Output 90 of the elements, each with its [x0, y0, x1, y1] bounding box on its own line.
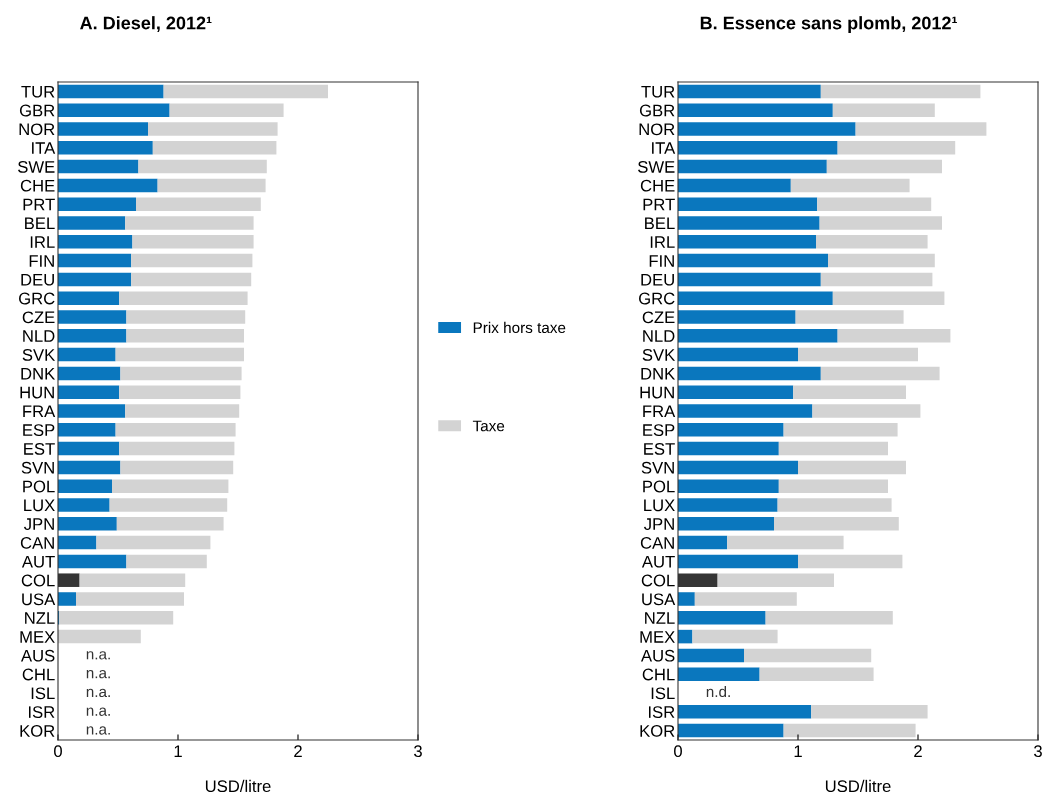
y-tick-label: AUT [641, 555, 675, 568]
y-tick-label: KOR [640, 725, 675, 737]
y-tick-label: NLD [23, 330, 55, 342]
y-tick-label: IRL [30, 236, 55, 248]
y-tick-label: SWE [638, 161, 675, 173]
y-tick-label: ITA [652, 142, 676, 154]
y-tick-label: JPN [644, 518, 674, 530]
y-tick-label: POL [643, 480, 675, 493]
y-tick-label: AUS [20, 649, 55, 662]
y-tick-label: BEL [25, 217, 55, 230]
y-tick-label: ESP [23, 424, 55, 436]
x-tick-label: 3 [414, 745, 422, 758]
x-axis-title: USD/litre [825, 779, 891, 793]
y-tick-label: ESP [643, 424, 675, 436]
y-tick-label: CZE [22, 311, 55, 324]
y-tick-label: TUR [21, 85, 55, 98]
y-tick-label: CAN [20, 537, 54, 549]
legend-label: Taxe [472, 420, 505, 432]
x-tick-label: 2 [294, 745, 302, 757]
y-tick-label: DEU [21, 273, 54, 286]
y-tick-label: SVN [641, 461, 674, 474]
annotation: n.d. [706, 685, 730, 698]
x-tick-label: 0 [674, 745, 682, 758]
y-tick-label: LUX [24, 499, 55, 512]
y-tick-label: COL [21, 574, 55, 587]
y-tick-label: CHL [22, 668, 55, 681]
y-tick-label: AUT [21, 555, 55, 568]
y-tick-label: FRA [643, 405, 676, 418]
y-tick-label: ISL [31, 687, 55, 700]
y-tick-label: FIN [29, 255, 54, 267]
y-tick-label: EST [24, 443, 55, 455]
y-tick-label: FRA [23, 405, 56, 418]
y-tick-label: CHE [640, 179, 675, 192]
y-tick-label: KOR [20, 725, 55, 737]
y-tick-label: BEL [645, 217, 675, 230]
y-tick-label: CZE [642, 311, 675, 324]
y-tick-label: NLD [643, 330, 675, 342]
y-tick-label: ISL [651, 687, 675, 700]
y-tick-label: PRT [23, 198, 55, 211]
annotation: n.a. [86, 707, 110, 716]
y-tick-label: IRL [650, 236, 675, 248]
y-tick-label: NOR [19, 123, 55, 136]
y-tick-label: CHE [20, 179, 55, 192]
legend-label: Prix hors taxe [473, 321, 566, 334]
y-tick-label: ITA [32, 142, 56, 154]
y-tick-label: MEX [640, 631, 675, 643]
x-tick-label: 3 [1034, 745, 1042, 758]
y-tick-label: GRC [639, 292, 675, 305]
y-tick-label: USA [22, 593, 56, 606]
y-tick-label: USA [642, 593, 676, 606]
y-tick-label: CAN [640, 537, 674, 549]
y-tick-label: SVK [22, 349, 56, 361]
annotation: n.a. [86, 669, 110, 679]
y-tick-label: NZL [645, 612, 675, 624]
y-tick-label: NZL [25, 612, 55, 624]
annotation: n.a. [86, 688, 110, 698]
y-tick-label: SVN [21, 461, 54, 474]
y-tick-label: HUN [20, 386, 54, 399]
y-tick-label: ISR [28, 706, 55, 718]
chart-title: B. Essence sans plomb, 2012¹ [700, 16, 957, 33]
y-tick-label: JPN [24, 518, 54, 530]
y-tick-label: TUR [641, 85, 675, 98]
y-tick-label: NOR [639, 123, 675, 136]
y-tick-label: DNK [21, 367, 56, 380]
y-tick-label: POL [23, 480, 55, 493]
annotation: n.a. [86, 726, 110, 735]
y-tick-label: GBR [639, 104, 675, 117]
x-tick-label: 2 [914, 745, 922, 757]
y-tick-label: CHL [642, 668, 675, 681]
annotation: n.a. [86, 651, 110, 660]
x-tick-label: 1 [794, 745, 802, 757]
chart-title: A. Diesel, 2012¹ [80, 16, 212, 33]
x-axis-title: USD/litre [205, 779, 271, 793]
y-tick-label: COL [641, 574, 675, 587]
x-tick-label: 0 [54, 745, 62, 758]
y-tick-label: AUS [640, 649, 675, 662]
y-tick-label: HUN [640, 386, 674, 399]
x-tick-label: 1 [174, 745, 182, 757]
y-tick-label: ISR [648, 706, 675, 718]
y-tick-label: DNK [641, 367, 676, 380]
y-tick-label: DEU [641, 273, 674, 286]
y-tick-label: EST [644, 443, 675, 455]
y-tick-label: PRT [643, 198, 675, 211]
y-tick-label: GBR [19, 104, 55, 117]
y-tick-label: FIN [649, 255, 674, 267]
y-tick-label: SWE [18, 161, 55, 173]
y-tick-label: MEX [20, 631, 55, 643]
y-tick-label: GRC [19, 292, 55, 305]
y-tick-label: SVK [642, 349, 676, 361]
y-tick-label: LUX [644, 499, 675, 512]
